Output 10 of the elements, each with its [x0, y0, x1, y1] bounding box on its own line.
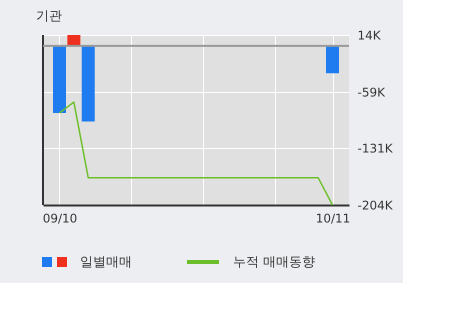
y-tick-label: -131K: [358, 142, 394, 156]
y-tick-label: 14K: [358, 28, 382, 42]
x-tick-label: 09/10: [42, 212, 78, 226]
legend-label: 일별매매: [80, 255, 132, 270]
y-tick-label: -204K: [358, 198, 394, 212]
legend-label: 누적 매매동향: [233, 255, 316, 270]
x-tick-label: 10/11: [316, 212, 350, 226]
chart-title: 기관: [36, 9, 62, 24]
line-series: [58, 101, 334, 206]
y-tick-label: -59K: [358, 85, 386, 100]
